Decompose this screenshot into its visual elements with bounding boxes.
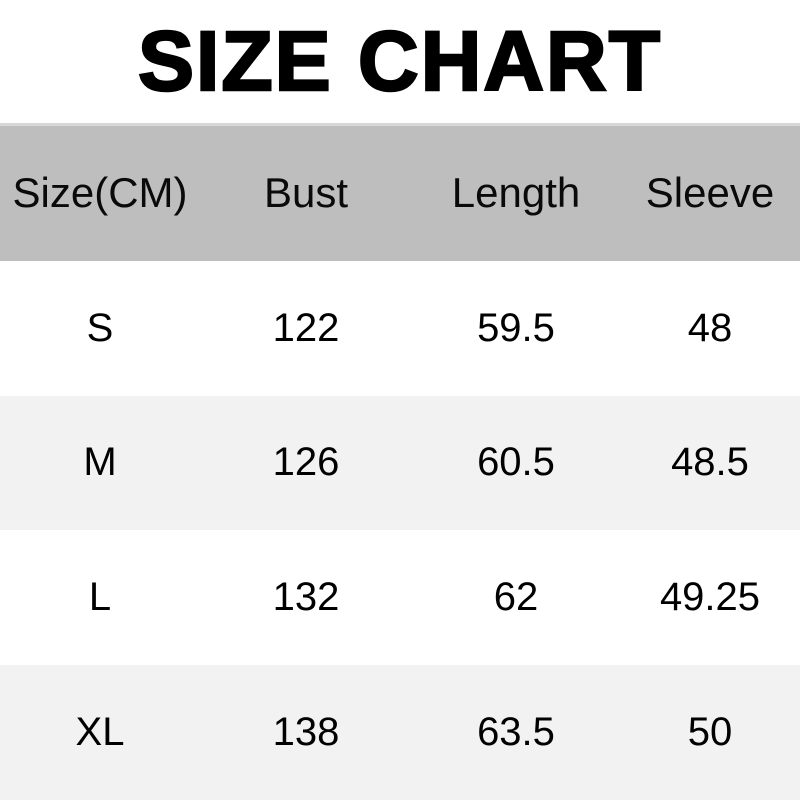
cell-sleeve-m: 48.5: [671, 440, 749, 485]
cell-length-l: 62: [493, 575, 539, 620]
cell-sleeve-xl: 50: [687, 710, 733, 755]
size-table: Size(CM) Bust Length Sleeve S 122 59.5 4…: [0, 123, 800, 800]
table-row-xl: XL 138 63.5 50: [0, 665, 800, 800]
table-row-s: S 122 59.5 48: [0, 260, 800, 396]
cell-length-s: 59.5: [477, 305, 555, 350]
cell-size-s: S: [86, 305, 114, 350]
column-header-bust: Bust: [263, 169, 349, 217]
cell-sleeve-l: 49.25: [659, 575, 761, 620]
cell-sleeve-s: 48: [687, 305, 733, 350]
cell-bust-xl: 138: [272, 710, 340, 755]
title-bar: SIZE CHART: [0, 0, 800, 123]
page-title: SIZE CHART: [137, 13, 662, 110]
cell-size-m: M: [83, 440, 117, 485]
table-row-m: M 126 60.5 48.5: [0, 395, 800, 531]
cell-bust-m: 126: [272, 440, 340, 485]
cell-size-xl: XL: [75, 710, 125, 755]
column-header-sleeve: Sleeve: [645, 169, 775, 217]
cell-length-m: 60.5: [477, 440, 555, 485]
cell-size-l: L: [88, 575, 112, 620]
cell-bust-s: 122: [272, 305, 340, 350]
cell-length-xl: 63.5: [477, 710, 555, 755]
table-header-row: Size(CM) Bust Length Sleeve: [0, 123, 800, 261]
column-header-length: Length: [451, 169, 581, 217]
table-row-l: L 132 62 49.25: [0, 530, 800, 666]
column-header-size: Size(CM): [12, 169, 188, 217]
cell-bust-l: 132: [272, 575, 340, 620]
